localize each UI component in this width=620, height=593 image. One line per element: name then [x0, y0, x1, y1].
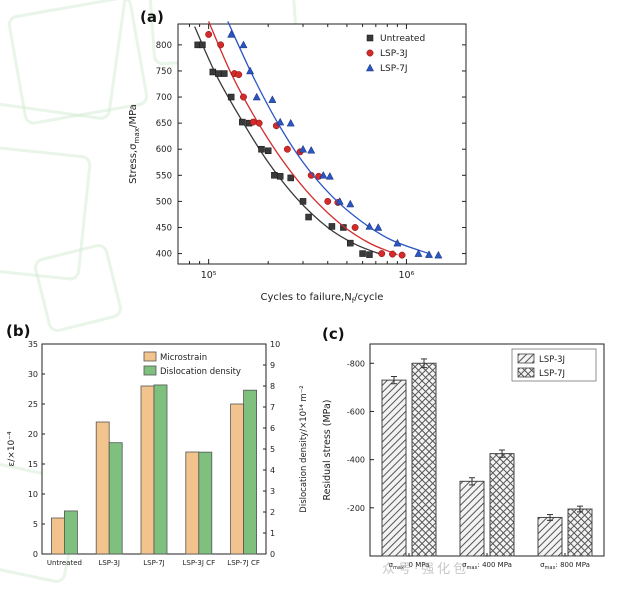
- background-pattern-shape: [31, 241, 125, 335]
- svg-text:Untreated: Untreated: [47, 559, 82, 567]
- microstrain-dislocation-chart: 0 5 10 15 20 25 30 35 0 1 2 3 4 5 6 7 8 9 10 Untreated LSP-3…: [7, 340, 309, 567]
- svg-text:15: 15: [28, 460, 38, 469]
- bars: [381, 358, 593, 557]
- svg-text:5: 5: [33, 520, 38, 529]
- axes: 400 450 500 550 600 650 700 750 800 10⁵ 10⁶: [156, 23, 467, 281]
- svg-text:2: 2: [270, 508, 275, 517]
- svg-text:LSP-3J: LSP-3J: [539, 355, 565, 365]
- legend: LSP-3J LSP-7J: [511, 348, 597, 382]
- svg-text:LSP-3J: LSP-3J: [98, 559, 119, 567]
- svg-text:Dislocation density/×10¹⁴ m⁻²: Dislocation density/×10¹⁴ m⁻²: [299, 385, 309, 512]
- svg-text:10: 10: [270, 340, 280, 349]
- svg-text:LSP-3J CF: LSP-3J CF: [183, 559, 216, 567]
- axes: -200 -400 -600 -800 σmax: 0 MPa σmax: 400 MPa…: [347, 343, 605, 571]
- residual-stress-chart: -200 -400 -600 -800 σmax: 0 MPa σmax: 400 MPa…: [322, 343, 605, 571]
- series-lsp-7j: [227, 21, 443, 259]
- svg-text:10: 10: [28, 490, 38, 499]
- svg-text:σmax: 0 MPa: σmax: 0 MPa: [389, 561, 430, 571]
- svg-text:ε/×10⁻⁴: ε/×10⁻⁴: [7, 431, 17, 467]
- svg-text:Microstrain: Microstrain: [160, 353, 207, 363]
- svg-text:650: 650: [156, 119, 172, 129]
- svg-text:Residual stress (MPa): Residual stress (MPa): [322, 399, 333, 500]
- svg-text:750: 750: [156, 67, 172, 77]
- svg-text:10⁵: 10⁵: [201, 270, 217, 281]
- bars: [51, 384, 258, 555]
- svg-text:LSP-7J CF: LSP-7J CF: [227, 559, 260, 567]
- svg-text:20: 20: [28, 430, 38, 439]
- svg-text:8: 8: [270, 382, 275, 391]
- svg-text:LSP-3J: LSP-3J: [380, 49, 408, 59]
- svg-text:600: 600: [156, 145, 172, 155]
- svg-text:450: 450: [156, 223, 172, 233]
- panel-label-a: (a): [140, 8, 164, 26]
- legend: Untreated LSP-3J LSP-7J: [365, 34, 425, 74]
- panel-label-b: (b): [6, 322, 31, 340]
- series-lsp-3j: [205, 21, 406, 259]
- svg-text:-200: -200: [347, 504, 365, 513]
- svg-text:400: 400: [156, 250, 172, 260]
- svg-text:σmax: 800 MPa: σmax: 800 MPa: [540, 561, 590, 571]
- svg-text:25: 25: [28, 400, 38, 409]
- svg-text:4: 4: [270, 466, 275, 475]
- svg-text:6: 6: [270, 424, 275, 433]
- svg-text:-600: -600: [347, 407, 365, 416]
- watermark-text: 众号·强化包: [382, 562, 470, 577]
- svg-text:LSP-7J: LSP-7J: [143, 559, 164, 567]
- svg-text:550: 550: [156, 171, 172, 181]
- series-untreated: [194, 26, 382, 258]
- svg-text:Stress,σmax/MPa: Stress,σmax/MPa: [128, 104, 141, 184]
- svg-text:Cycles to failure,Nf/cycle: Cycles to failure,Nf/cycle: [261, 292, 384, 305]
- svg-text:-400: -400: [347, 456, 365, 465]
- svg-text:5: 5: [270, 445, 275, 454]
- svg-text:10⁶: 10⁶: [398, 270, 414, 281]
- svg-text:7: 7: [270, 403, 275, 412]
- svg-text:-800: -800: [347, 359, 365, 368]
- panel-label-c: (c): [322, 325, 345, 343]
- sn-curve-chart: 400 450 500 550 600 650 700 750 800 10⁵ 10⁶ Cycles …: [128, 21, 467, 305]
- legend: Microstrain Dislocation density: [143, 351, 241, 377]
- svg-text:800: 800: [156, 41, 172, 51]
- svg-text:30: 30: [28, 370, 38, 379]
- svg-text:LSP-7J: LSP-7J: [380, 64, 408, 74]
- svg-text:35: 35: [28, 340, 38, 349]
- svg-text:0: 0: [270, 550, 275, 559]
- svg-text:LSP-7J: LSP-7J: [539, 369, 565, 379]
- svg-text:Untreated: Untreated: [380, 34, 425, 44]
- svg-text:Dislocation density: Dislocation density: [160, 367, 241, 377]
- svg-text:9: 9: [270, 361, 275, 370]
- svg-text:1: 1: [270, 529, 275, 538]
- svg-text:σmax: 400 MPa: σmax: 400 MPa: [462, 561, 512, 571]
- svg-text:500: 500: [156, 197, 172, 207]
- svg-text:0: 0: [33, 550, 38, 559]
- axes: 0 5 10 15 20 25 30 35 0 1 2 3 4 5 6 7 8 9 10 Untreated LSP-3…: [28, 340, 280, 567]
- svg-text:3: 3: [270, 487, 275, 496]
- svg-text:700: 700: [156, 93, 172, 103]
